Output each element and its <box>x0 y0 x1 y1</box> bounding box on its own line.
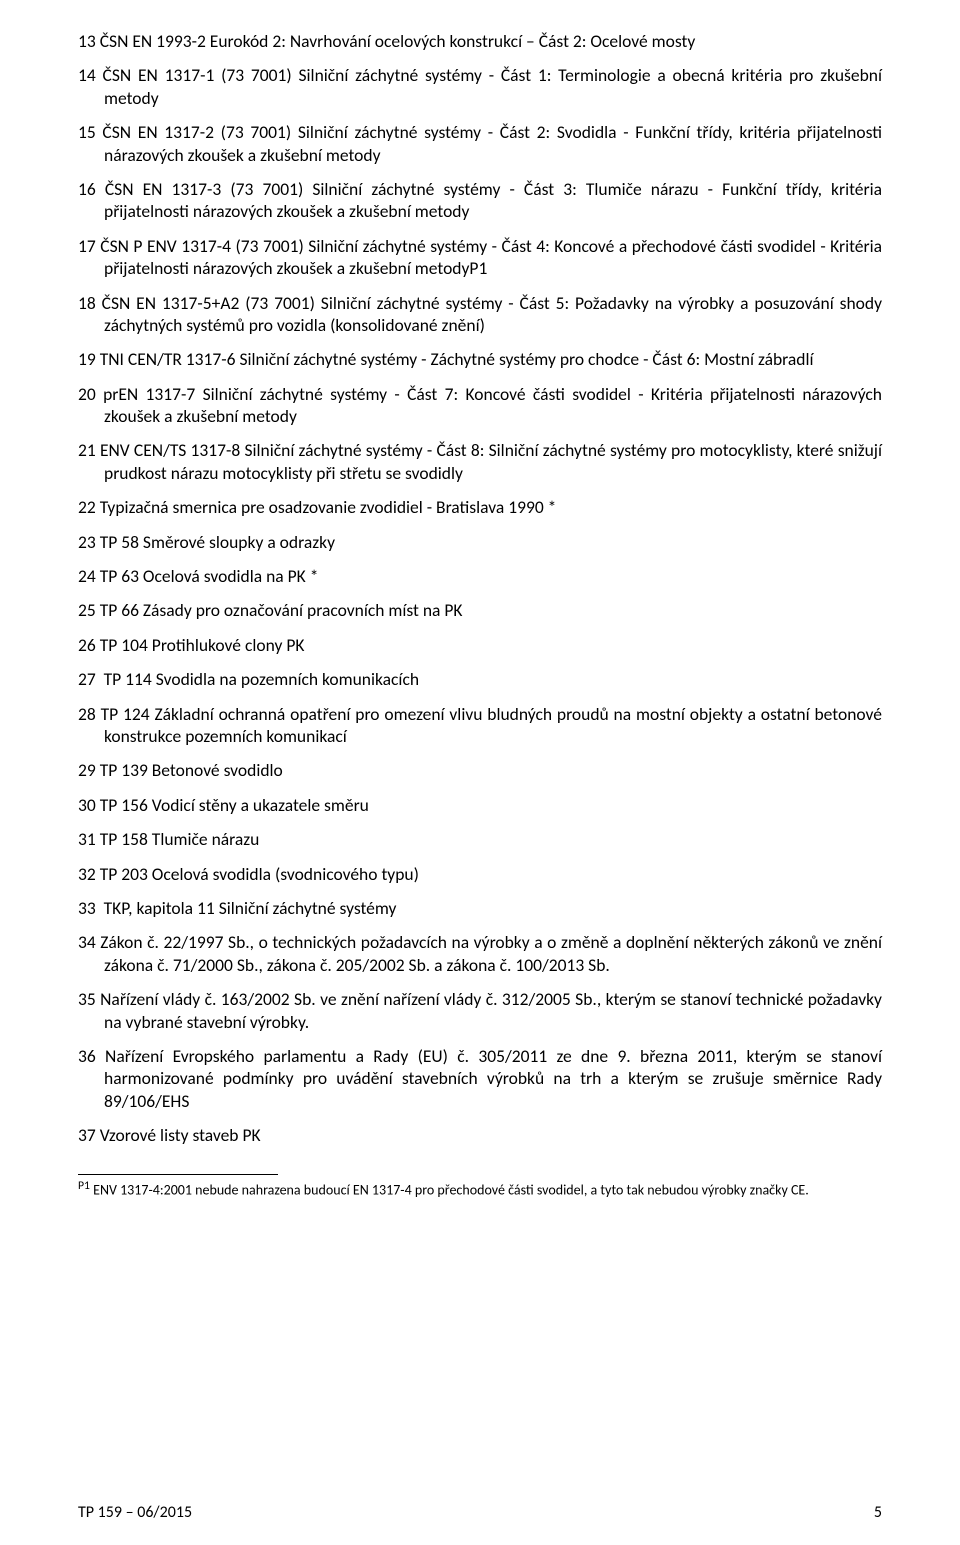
entry-text: TP 203 Ocelová svodidla (svodnicového ty… <box>100 863 419 885</box>
entry-text: Zákon č. 22/1997 Sb., o technických poža… <box>100 931 882 975</box>
footnote-text: ENV 1317-4:2001 nebude nahrazena budoucí… <box>90 1182 809 1199</box>
reference-entry: 29 TP 139 Betonové svodidlo <box>78 759 882 781</box>
reference-entry: 13 ČSN EN 1993-2 Eurokód 2: Navrhování o… <box>78 30 882 52</box>
entry-text: TP 104 Protihlukové clony PK <box>100 634 305 656</box>
entry-number: 22 <box>78 496 100 518</box>
reference-entry: 19 TNI CEN/TR 1317-6 Silniční záchytné s… <box>78 348 882 370</box>
reference-entry: 20 prEN 1317-7 Silniční záchytné systémy… <box>78 383 882 428</box>
entry-text: ENV CEN/TS 1317-8 Silniční záchytné syst… <box>100 439 882 483</box>
reference-list: 13 ČSN EN 1993-2 Eurokód 2: Navrhování o… <box>78 30 882 1146</box>
entry-text: TP 124 Základní ochranná opatření pro om… <box>101 703 882 747</box>
reference-entry: 17 ČSN P ENV 1317-4 (73 7001) Silniční z… <box>78 235 882 280</box>
entry-number: 19 <box>78 348 100 370</box>
reference-entry: 32 TP 203 Ocelová svodidla (svodnicového… <box>78 863 882 885</box>
entry-text: ČSN EN 1317-2 (73 7001) Silniční záchytn… <box>102 121 882 165</box>
reference-entry: 24 TP 63 Ocelová svodidla na PK * <box>78 565 882 587</box>
entry-number: 16 <box>78 178 105 200</box>
footer-doc-id: TP 159 – 06/2015 <box>78 1503 192 1523</box>
reference-entry: 26 TP 104 Protihlukové clony PK <box>78 634 882 656</box>
entry-text: Nařízení Evropského parlamentu a Rady (E… <box>104 1045 882 1112</box>
entry-text: Typizačná smernica pre osadzovanie zvodi… <box>100 496 557 518</box>
entry-number: 13 <box>78 30 100 52</box>
entry-text: ČSN EN 1317-1 (73 7001) Silniční záchytn… <box>103 64 882 108</box>
entry-text: prEN 1317-7 Silniční záchytné systémy - … <box>103 383 882 427</box>
reference-entry: 31 TP 158 Tlumiče nárazu <box>78 828 882 850</box>
entry-number: 32 <box>78 863 100 885</box>
reference-entry: 27 TP 114 Svodidla na pozemních komunika… <box>78 668 882 690</box>
entry-number: 14 <box>78 64 103 86</box>
reference-entry: 30 TP 156 Vodicí stěny a ukazatele směru <box>78 794 882 816</box>
entry-number: 28 <box>78 703 101 725</box>
entry-number: 34 <box>78 931 100 953</box>
entry-number: 24 <box>78 565 100 587</box>
footnote: P1 ENV 1317-4:2001 nebude nahrazena budo… <box>78 1179 882 1199</box>
entry-text: ČSN P ENV 1317-4 (73 7001) Silniční zách… <box>100 235 882 279</box>
reference-entry: 36 Nařízení Evropského parlamentu a Rady… <box>78 1045 882 1112</box>
reference-entry: 15 ČSN EN 1317-2 (73 7001) Silniční zách… <box>78 121 882 166</box>
entry-text: TP 156 Vodicí stěny a ukazatele směru <box>100 794 369 816</box>
entry-text: TP 63 Ocelová svodidla na PK * <box>100 565 319 587</box>
reference-entry: 18 ČSN EN 1317-5+A2 (73 7001) Silniční z… <box>78 292 882 337</box>
reference-entry: 21 ENV CEN/TS 1317-8 Silniční záchytné s… <box>78 439 882 484</box>
page-footer: TP 159 – 06/2015 5 <box>78 1503 882 1523</box>
entry-text: TP 158 Tlumiče nárazu <box>100 828 260 850</box>
reference-entry: 34 Zákon č. 22/1997 Sb., o technických p… <box>78 931 882 976</box>
entry-number: 35 <box>78 988 100 1010</box>
entry-number: 30 <box>78 794 100 816</box>
entry-number: 25 <box>78 599 100 621</box>
reference-entry: 16 ČSN EN 1317-3 (73 7001) Silniční zách… <box>78 178 882 223</box>
reference-entry: 22 Typizačná smernica pre osadzovanie zv… <box>78 496 882 518</box>
entry-text: Nařízení vlády č. 163/2002 Sb. ve znění … <box>100 988 882 1032</box>
entry-text: ČSN EN 1993-2 Eurokód 2: Navrhování ocel… <box>100 30 696 52</box>
entry-text: Vzorové listy staveb PK <box>100 1124 261 1146</box>
reference-entry: 35 Nařízení vlády č. 163/2002 Sb. ve zně… <box>78 988 882 1033</box>
footnote-divider <box>78 1174 278 1175</box>
reference-entry: 37 Vzorové listy staveb PK <box>78 1124 882 1146</box>
footnote-marker: P1 <box>78 1179 90 1193</box>
reference-entry: 28 TP 124 Základní ochranná opatření pro… <box>78 703 882 748</box>
entry-number: 26 <box>78 634 100 656</box>
entry-number: 31 <box>78 828 100 850</box>
entry-text: TP 58 Směrové sloupky a odrazky <box>100 531 335 553</box>
entry-number: 27 <box>78 668 100 690</box>
entry-number: 23 <box>78 531 100 553</box>
reference-entry: 33 TKP, kapitola 11 Silniční záchytné sy… <box>78 897 882 919</box>
entry-text: TKP, kapitola 11 Silniční záchytné systé… <box>100 897 397 919</box>
document-page: 13 ČSN EN 1993-2 Eurokód 2: Navrhování o… <box>0 0 960 1545</box>
entry-number: 21 <box>78 439 100 461</box>
reference-entry: 14 ČSN EN 1317-1 (73 7001) Silniční zách… <box>78 64 882 109</box>
reference-entry: 23 TP 58 Směrové sloupky a odrazky <box>78 531 882 553</box>
entry-number: 37 <box>78 1124 100 1146</box>
entry-number: 18 <box>78 292 102 314</box>
entry-number: 15 <box>78 121 102 143</box>
entry-number: 20 <box>78 383 103 405</box>
entry-text: TP 66 Zásady pro označování pracovních m… <box>100 599 463 621</box>
entry-number: 29 <box>78 759 100 781</box>
footer-page-number: 5 <box>874 1503 882 1523</box>
entry-text: ČSN EN 1317-3 (73 7001) Silniční záchytn… <box>104 178 882 222</box>
entry-text: ČSN EN 1317-5+A2 (73 7001) Silniční zách… <box>102 292 882 336</box>
entry-text: TNI CEN/TR 1317-6 Silniční záchytné syst… <box>100 348 814 370</box>
entry-text: TP 114 Svodidla na pozemních komunikacíc… <box>100 668 419 690</box>
entry-number: 33 <box>78 897 100 919</box>
entry-number: 36 <box>78 1045 105 1067</box>
reference-entry: 25 TP 66 Zásady pro označování pracovníc… <box>78 599 882 621</box>
entry-text: TP 139 Betonové svodidlo <box>100 759 283 781</box>
entry-number: 17 <box>78 235 100 257</box>
